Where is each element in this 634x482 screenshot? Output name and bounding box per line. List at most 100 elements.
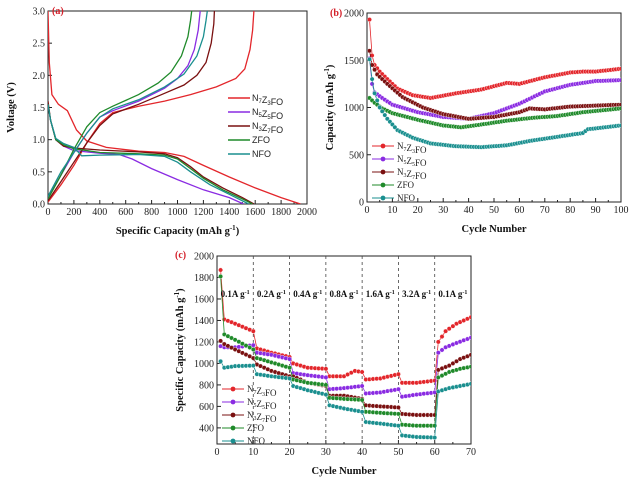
y-tick-label: 1.5 <box>33 103 46 114</box>
legend-marker-N7Z3FO <box>380 143 386 149</box>
x-tick-label: 50 <box>489 205 499 216</box>
plot-area <box>218 256 471 444</box>
data-point-NFO <box>218 358 224 364</box>
data-point-ZFO <box>250 347 256 352</box>
x-axis-title: Cycle Number <box>311 466 376 477</box>
data-point-NFO <box>395 423 401 429</box>
legend-marker-N5Z5FO <box>230 399 236 405</box>
legend-label: ZFO <box>397 180 415 190</box>
y-tick-label: 1200 <box>194 337 214 348</box>
y-axis-title: Specific Capacity (mAh g-1) <box>173 288 186 412</box>
plot-area <box>48 11 301 204</box>
data-point-N7Z3FO <box>323 366 329 372</box>
y-tick-label: 400 <box>199 423 214 434</box>
x-tick-label: 2000 <box>297 207 317 218</box>
data-point-N5Z5FO <box>369 81 375 87</box>
data-point-ZFO <box>243 343 249 348</box>
data-point-NFO <box>372 90 377 96</box>
x-tick-label: 800 <box>144 207 159 218</box>
x-tick-label: 40 <box>357 447 367 458</box>
y-tick-label: 3.0 <box>33 7 46 18</box>
y-tick-label: 800 <box>199 380 214 391</box>
x-tick-label: 30 <box>321 447 331 458</box>
x-tick-label: 50 <box>393 447 403 458</box>
data-point-NFO <box>468 381 471 387</box>
x-tick-label: 30 <box>438 205 448 216</box>
y-tick-label: 1.0 <box>33 135 46 146</box>
legend-label: N7Z3FO <box>252 93 283 107</box>
data-point-N3Z7FO <box>372 67 377 73</box>
data-point-N7Z3FO <box>367 17 372 22</box>
legend-marker-N3Z7FO <box>230 412 236 418</box>
data-point-ZFO <box>432 423 438 429</box>
data-point-ZFO <box>236 339 242 345</box>
y-axis-title: Voltage (V) <box>6 82 17 133</box>
y-tick-label: 1800 <box>194 273 214 284</box>
y-tick-label: 2.0 <box>33 71 46 82</box>
series-NFO-charge-curve <box>48 11 208 197</box>
data-point-N3Z7FO <box>454 358 459 364</box>
data-point-N3Z7FO <box>450 360 456 366</box>
data-point-ZFO <box>359 397 365 403</box>
legend-label: N5Z5FO <box>247 397 277 411</box>
rate-label: 3.2A g-1 <box>402 289 431 299</box>
panel-label: (b) <box>330 8 342 19</box>
y-tick-label: 2000 <box>344 9 364 20</box>
panel-b: (b)0 10 20 30 40 50 60 70 80 90 100050010001500200… <box>323 8 629 235</box>
data-point-ZFO <box>395 411 401 417</box>
y-tick-label: 0.0 <box>33 200 46 211</box>
data-point-N5Z5FO <box>359 383 365 389</box>
x-tick-label: 60 <box>430 447 440 458</box>
y-tick-label: 0 <box>359 198 364 209</box>
x-tick-label: 1800 <box>271 207 291 218</box>
series-ZFO-discharge-curve <box>48 104 253 204</box>
y-tick-label: 0.5 <box>33 167 46 178</box>
panel-c: (c) 0 10 20 30 40 50 60 70 400 600 800 1000 1200 1400 1… <box>173 250 476 477</box>
data-point-N3Z7FO <box>395 405 401 410</box>
legend-marker-ZFO <box>380 182 386 188</box>
legend-marker-ZFO <box>230 425 236 431</box>
x-tick-label: 100 <box>614 205 629 216</box>
x-tick-label: 10 <box>248 447 258 458</box>
data-point-N5Z5FO <box>287 356 292 362</box>
data-point-N5Z5FO <box>435 350 441 356</box>
series-NFO-discharge-curve <box>48 104 249 204</box>
data-point-NFO <box>377 105 383 110</box>
plot-frame <box>47 10 308 205</box>
x-tick-label: 10 <box>387 205 397 216</box>
legend-label: N3Z7FO <box>247 410 277 424</box>
series-N3Z7FO-charge-curve <box>48 11 216 202</box>
x-tick-label: 40 <box>464 205 474 216</box>
y-tick-label: 600 <box>199 402 214 413</box>
x-tick-label: 70 <box>540 205 550 216</box>
data-point-N7Z3FO <box>395 371 401 377</box>
data-point-N7Z3FO <box>439 334 445 339</box>
data-point-N5Z5FO <box>468 335 471 340</box>
panel-label: (a) <box>52 6 64 17</box>
legend-marker-NFO <box>380 195 386 201</box>
x-tick-label: 0 <box>215 447 220 458</box>
data-point-N5Z5FO <box>618 77 621 83</box>
series-N7Z3FO-discharge-curve <box>48 11 301 204</box>
legend-marker-N3Z7FO <box>380 169 386 175</box>
legend-marker-NFO <box>230 438 236 444</box>
legend-label: ZFO <box>252 135 270 145</box>
x-tick-label: 90 <box>591 205 601 216</box>
legend-label: NFO <box>247 436 266 446</box>
legend-label: ZFO <box>247 423 265 433</box>
legend-label: N7Z3FO <box>247 384 277 398</box>
data-point-N5Z5FO <box>439 347 445 353</box>
x-tick-label: 80 <box>565 205 575 216</box>
legend-label: N3Z7FO <box>252 121 283 135</box>
panel-a: (a) 0 200 400 600 800 1000 1200 1400 1600 1800 2000… <box>6 6 317 237</box>
series-ZFO-charge-curve <box>48 11 193 200</box>
data-point-N5Z5FO <box>395 386 401 392</box>
y-tick-label: 1600 <box>194 294 214 305</box>
data-point-NFO <box>374 98 380 103</box>
panel-label: (c) <box>175 250 186 261</box>
x-tick-label: 400 <box>92 207 107 218</box>
y-tick-label: 2000 <box>194 252 214 263</box>
